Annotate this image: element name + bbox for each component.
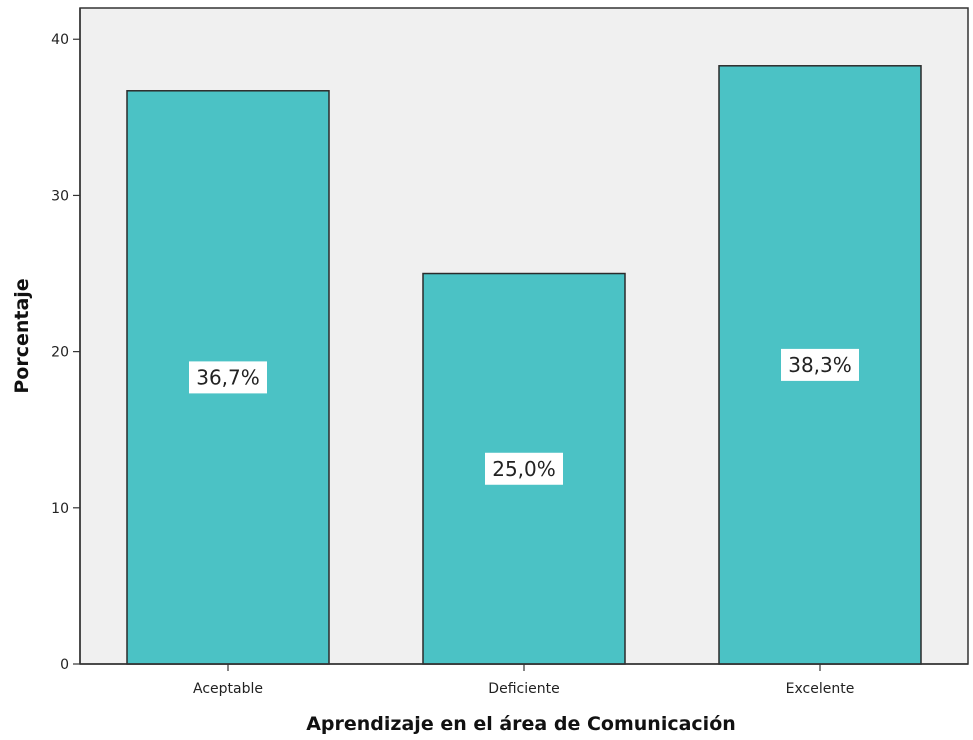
x-axis-title: Aprendizaje en el área de Comunicación — [306, 713, 736, 735]
data-label-box — [485, 452, 563, 485]
x-category-label: Excelente — [786, 681, 855, 697]
data-label: 25,0% — [492, 457, 556, 481]
data-label-box — [781, 348, 859, 381]
y-tick-label: 30 — [51, 188, 69, 204]
y-tick-label: 20 — [51, 345, 69, 361]
x-axis-categories: Aceptable Deficiente Excelente — [193, 664, 854, 697]
data-labels: 36,7% 25,0% 38,3% — [189, 348, 859, 485]
x-category-label: Deficiente — [488, 681, 559, 697]
data-label: 38,3% — [788, 353, 852, 377]
x-category-label: Aceptable — [193, 681, 263, 697]
y-tick-label: 10 — [51, 501, 69, 517]
bars — [126, 65, 922, 665]
y-axis-ticks: 0 10 20 30 40 — [51, 32, 80, 673]
data-label: 36,7% — [196, 365, 260, 389]
data-label-box — [189, 361, 267, 394]
y-axis-title: Porcentaje — [11, 278, 33, 393]
y-tick-label: 40 — [51, 32, 69, 48]
y-tick-label: 0 — [60, 657, 69, 673]
